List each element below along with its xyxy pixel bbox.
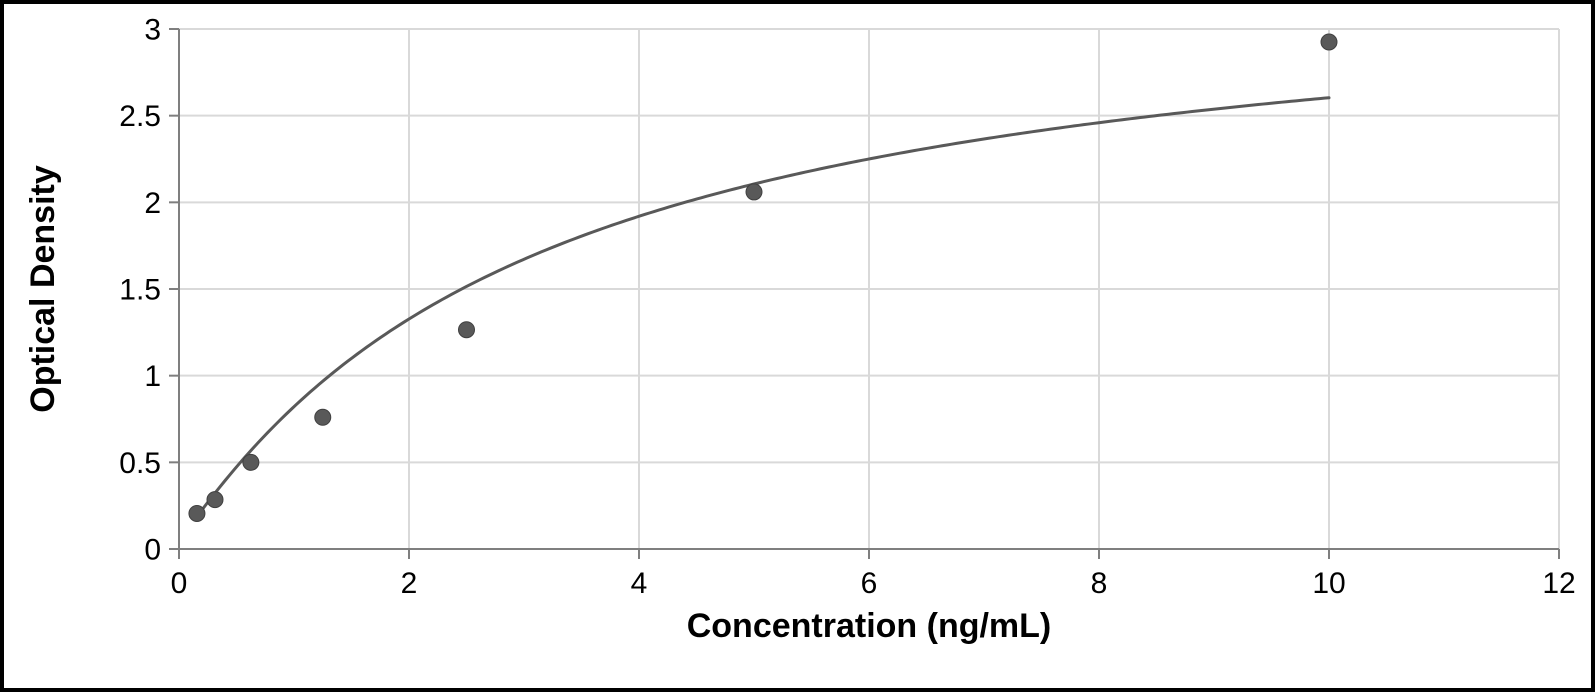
- chart-frame: 0 2 4 6 8 10 12 0 0.5 1 1.5 2 2.5 3 Concentration (ng/…: [0, 0, 1595, 692]
- chart-svg: 0 2 4 6 8 10 12 0 0.5 1 1.5 2 2.5 3 Concentration (ng/…: [4, 4, 1591, 688]
- data-point: [1321, 34, 1337, 50]
- x-tick-label: 12: [1542, 567, 1575, 600]
- y-tick-label: 2.5: [119, 100, 161, 133]
- x-tick-label: 6: [861, 567, 878, 600]
- y-tick-label: 1: [144, 360, 161, 393]
- data-point: [243, 454, 259, 470]
- y-tick-label: 2: [144, 187, 161, 220]
- x-axis-label: Concentration (ng/mL): [687, 607, 1052, 645]
- data-point: [207, 492, 223, 508]
- data-point: [459, 322, 475, 338]
- y-tick-label: 3: [144, 14, 161, 47]
- y-tick-label: 0: [144, 534, 161, 567]
- x-tick-label: 0: [171, 567, 188, 600]
- y-axis-label: Optical Density: [24, 165, 62, 413]
- x-tick-label: 8: [1091, 567, 1108, 600]
- data-point: [746, 184, 762, 200]
- data-point: [189, 505, 205, 521]
- x-tick-label: 10: [1312, 567, 1345, 600]
- x-tick-label: 4: [631, 567, 648, 600]
- x-tick-label: 2: [401, 567, 418, 600]
- y-tick-label: 0.5: [119, 447, 161, 480]
- y-tick-label: 1.5: [119, 274, 161, 307]
- data-point: [315, 409, 331, 425]
